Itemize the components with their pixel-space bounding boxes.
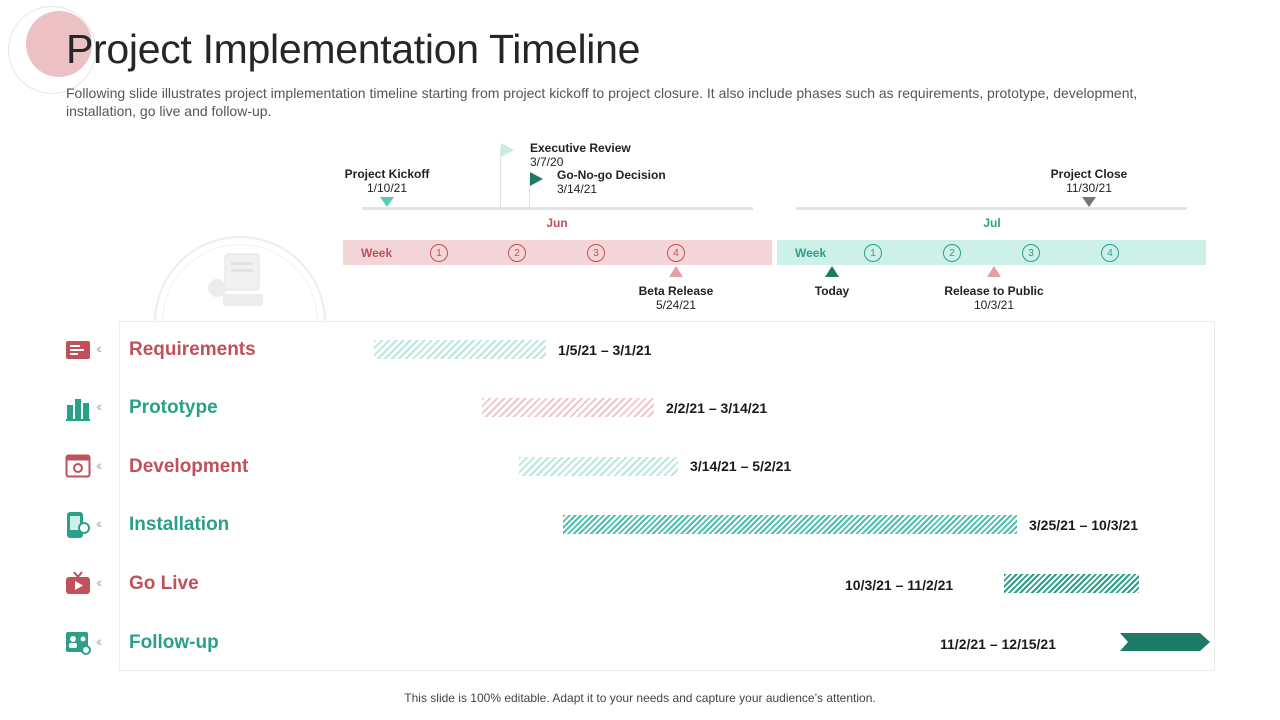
phase-name-installation: Installation [129,514,230,535]
week-label: Week [361,246,393,260]
week-number: 1 [430,244,448,262]
week-band-second [777,240,1206,265]
today-marker-icon [825,266,839,277]
gantt-bar-development [519,457,678,476]
chevron-left-icon: ‹‹ [96,340,103,356]
milestone-date-go-no-go: 3/14/21 [557,182,598,196]
week-number: 3 [587,244,605,262]
page-title: Project Implementation Timeline [66,26,641,72]
month-label-second: Jul [983,216,1001,230]
phase-name-go-live: Go Live [129,573,199,594]
phase-name-development: Development [129,456,249,477]
phase-range-development: 3/14/21 – 5/2/21 [690,458,792,474]
week-label: Week [795,246,827,260]
week-number: 2 [508,244,526,262]
gantt-bar-go-live [1004,574,1139,593]
phase-range-prototype: 2/2/21 – 3/14/21 [666,400,768,416]
milestone-label-go-no-go: Go-No-go Decision [557,168,666,182]
week-number: 4 [667,244,685,262]
chevron-left-icon: ‹‹ [96,633,103,649]
phase-range-installation: 3/25/21 – 10/3/21 [1029,517,1138,533]
chevron-left-icon: ‹‹ [96,515,103,531]
phase-range-requirements: 1/5/21 – 3/1/21 [558,342,652,358]
flag-icon [501,143,514,157]
user-network-icon [66,632,91,655]
milestone-date-project-close: 11/30/21 [1066,181,1112,195]
gantt-bar-prototype [482,398,654,417]
phase-range-follow-up: 11/2/21 – 12/15/21 [940,636,1056,652]
week-band-first [343,240,772,265]
milestone-date-kickoff: 1/10/21 [366,181,408,195]
chevron-left-icon: ‹‹ [96,457,103,473]
close-marker-icon [1082,197,1096,207]
laptop-money-icon [208,253,263,306]
week-number: 2 [943,244,961,262]
mobile-settings-icon [67,512,90,538]
milestone-label-executive-review: Executive Review [530,141,631,155]
milestone-date-beta-release: 5/24/21 [655,298,697,312]
browser-gear-icon [65,454,91,478]
kickoff-marker-icon [380,197,394,207]
chevron-left-icon: ‹‹ [96,398,103,414]
week-number: 4 [1101,244,1119,262]
gantt-bar-requirements [374,340,546,359]
milestone-label-beta-release: Beta Release [638,284,714,298]
flag-icon [530,172,543,186]
beta-release-marker-icon [669,266,683,277]
phase-range-go-live: 10/3/21 – 11/2/21 [845,577,954,593]
gantt-bar-follow-up [1120,633,1210,651]
document-list-icon [66,341,90,359]
milestone-date-executive-review: 3/7/20 [530,155,564,169]
phase-name-requirements: Requirements [129,339,256,360]
milestone-label-project-close: Project Close [1050,167,1128,181]
phase-name-prototype: Prototype [129,397,218,418]
page-subtitle: Following slide illustrates project impl… [66,85,1138,119]
decorative-ring [8,6,96,94]
week-number: 1 [864,244,882,262]
milestone-date-release-public: 10/3/21 [973,298,1015,312]
chevron-left-icon: ‹‹ [96,574,103,590]
gantt-bar-installation [563,515,1017,534]
timeline-track-second [796,207,1187,210]
timeline-track-first [362,207,753,210]
milestone-label-today: Today [814,284,850,298]
milestone-label-release-public: Release to Public [944,284,1044,298]
week-number: 3 [1022,244,1040,262]
footer-note: This slide is 100% editable. Adapt it to… [404,691,876,705]
month-label-first: Jun [546,216,568,230]
decorative-circle [26,11,92,77]
milestone-line [529,178,530,208]
milestone-line [500,148,501,208]
tv-play-icon [66,571,90,594]
phase-name-follow-up: Follow-up [129,632,219,653]
building-chart-icon [66,399,90,421]
release-marker-icon [987,266,1001,277]
gantt-panel [119,321,1215,671]
milestone-label-kickoff: Project Kickoff [344,167,430,181]
